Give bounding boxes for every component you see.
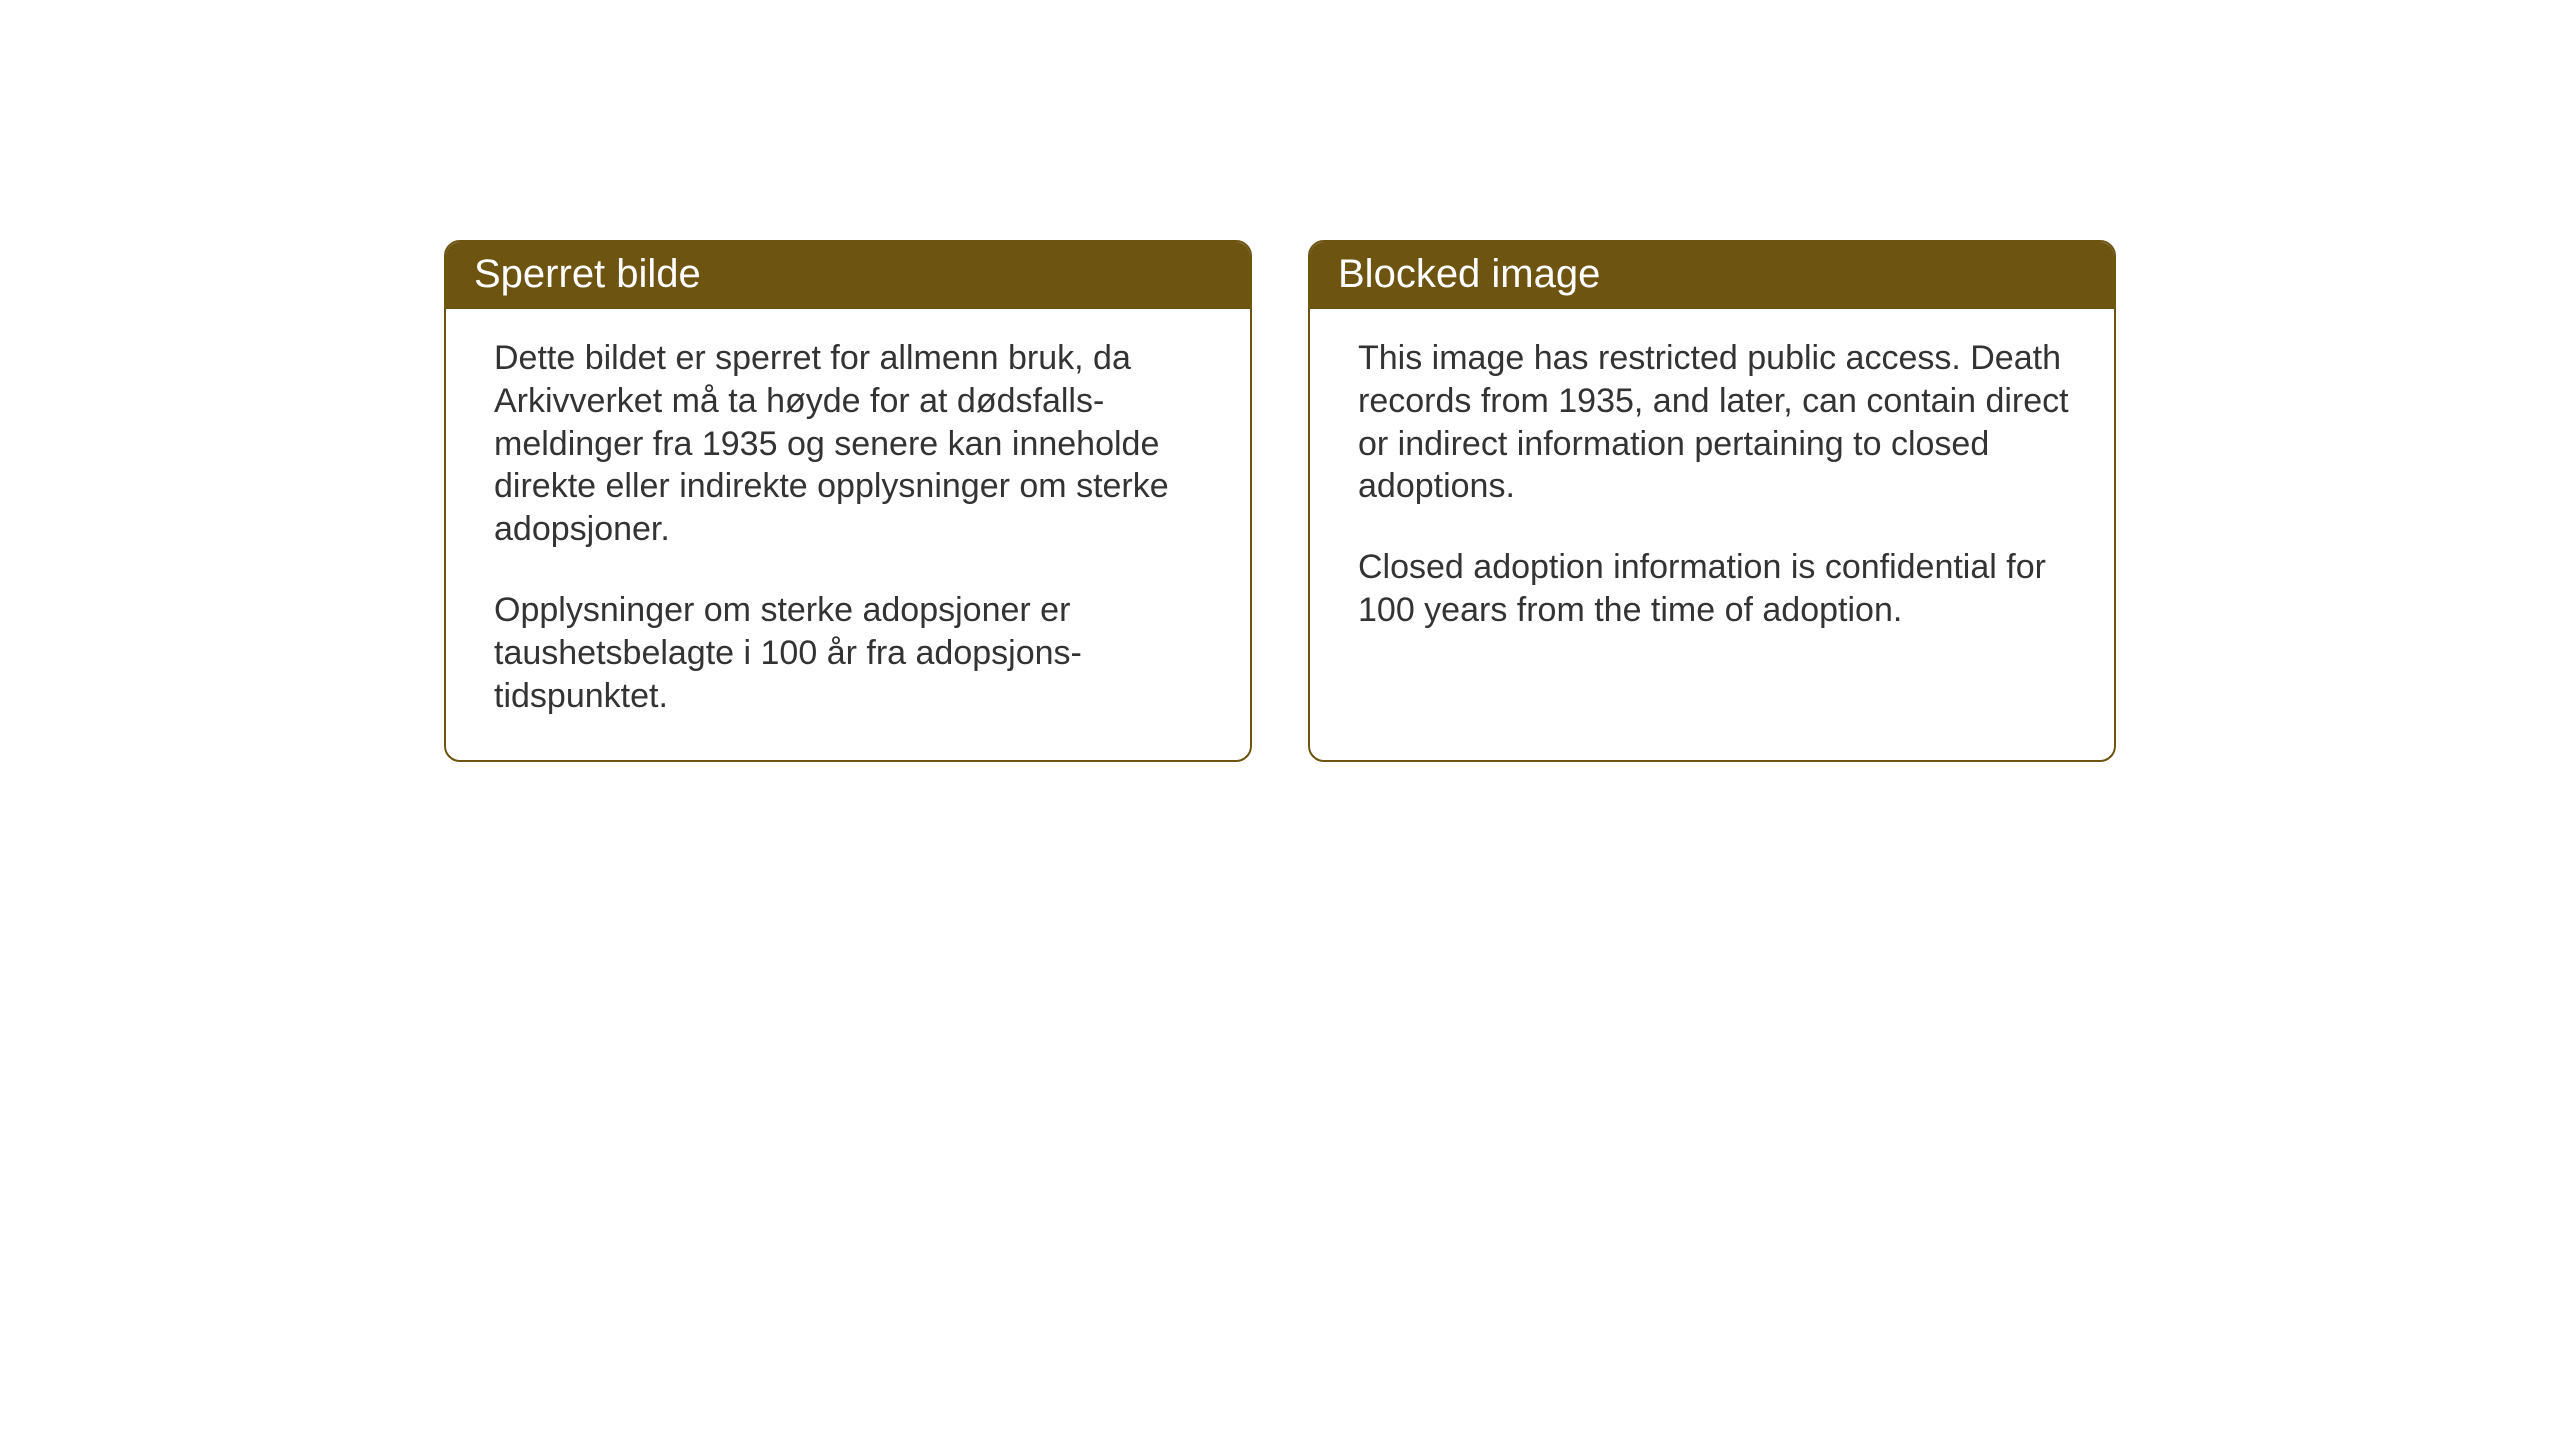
notice-cards-container: Sperret bilde Dette bildet er sperret fo… [444, 240, 2560, 762]
card-title: Blocked image [1338, 252, 1600, 296]
card-body-norwegian: Dette bildet er sperret for allmenn bruk… [446, 309, 1250, 760]
card-title: Sperret bilde [474, 252, 701, 296]
notice-card-norwegian: Sperret bilde Dette bildet er sperret fo… [444, 240, 1252, 762]
card-paragraph-1: This image has restricted public access.… [1358, 337, 2072, 508]
card-header-english: Blocked image [1310, 242, 2114, 309]
card-paragraph-2: Opplysninger om sterke adopsjoner er tau… [494, 589, 1208, 717]
card-body-english: This image has restricted public access.… [1310, 309, 2114, 710]
card-paragraph-2: Closed adoption information is confident… [1358, 546, 2072, 632]
card-header-norwegian: Sperret bilde [446, 242, 1250, 309]
notice-card-english: Blocked image This image has restricted … [1308, 240, 2116, 762]
card-paragraph-1: Dette bildet er sperret for allmenn bruk… [494, 337, 1208, 551]
